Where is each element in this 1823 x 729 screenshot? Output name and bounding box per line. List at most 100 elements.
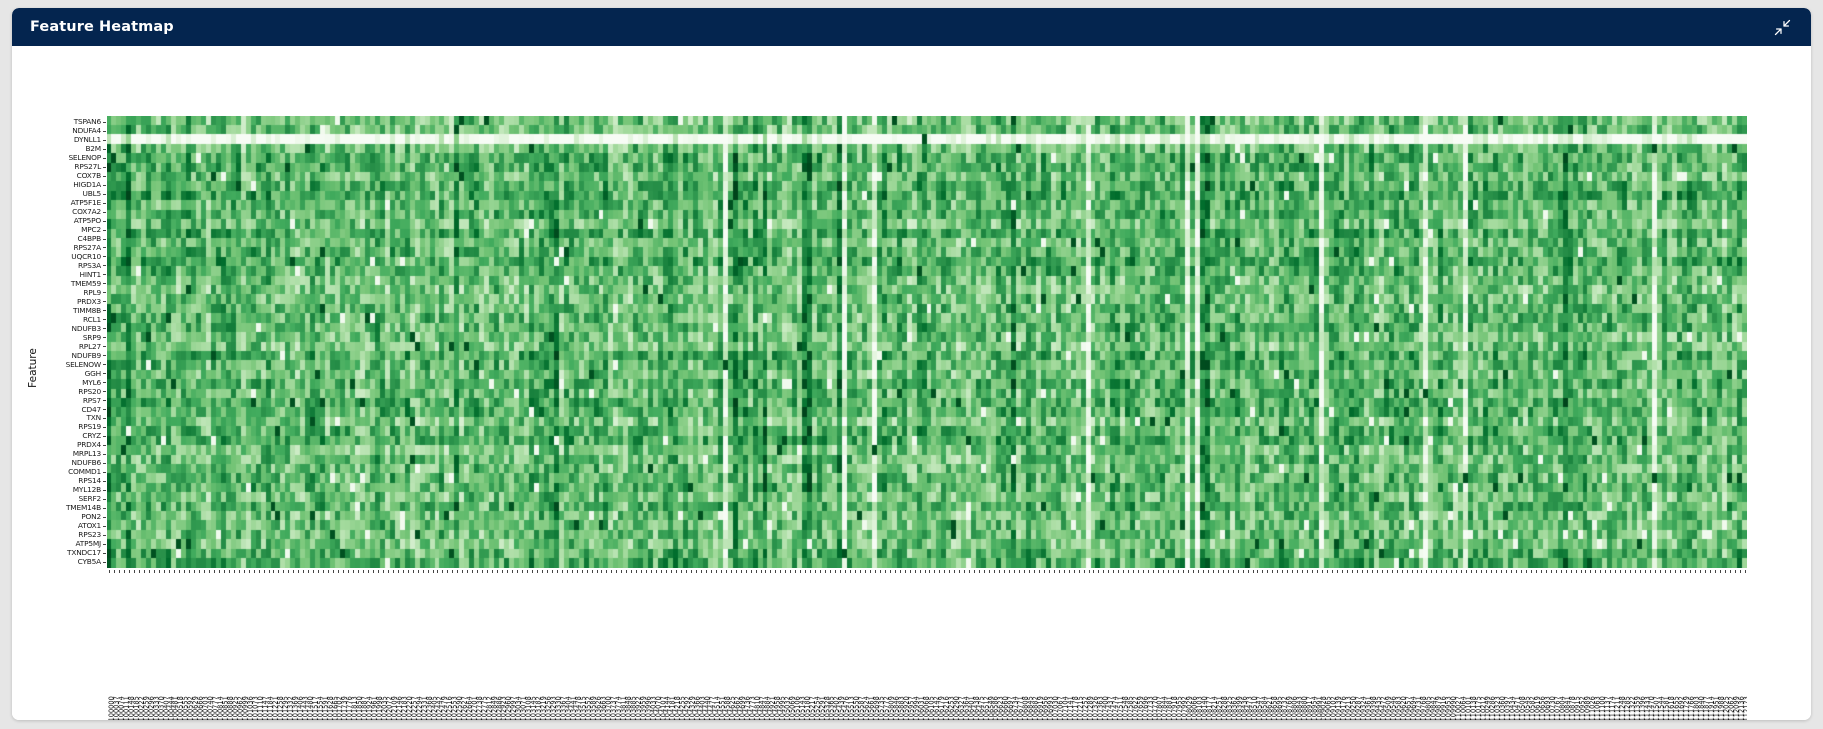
y-axis-tick-label: HIGD1A xyxy=(73,180,106,188)
x-axis-tick-label: S112173 xyxy=(1742,696,1747,720)
x-axis-tick-mark xyxy=(1466,570,1468,573)
x-axis-tick-mark xyxy=(641,570,643,573)
y-axis-tick-label: MRPL13 xyxy=(73,450,107,458)
collapse-arrows-icon[interactable] xyxy=(1771,16,1793,38)
x-axis-tick-mark xyxy=(1620,570,1622,573)
x-axis-tick-mark xyxy=(1133,570,1135,573)
x-axis-tick-mark xyxy=(939,570,941,573)
y-axis-tick-label: ATP5PO xyxy=(74,216,107,224)
x-axis-tick-mark xyxy=(1406,570,1408,573)
x-axis-tick-mark xyxy=(1535,570,1537,573)
x-axis-tick-mark xyxy=(462,570,464,573)
y-axis-tick-label: COX7A2 xyxy=(72,207,106,215)
x-axis-tick-mark xyxy=(477,570,479,573)
x-axis-tick-mark xyxy=(899,570,901,573)
y-axis-tick-label: NDUFB6 xyxy=(72,459,107,467)
x-axis-tick-mark xyxy=(1446,570,1448,573)
x-axis-tick-mark xyxy=(944,570,946,573)
x-axis-tick-mark xyxy=(1197,570,1199,573)
x-axis-tick-mark xyxy=(999,570,1001,573)
x-axis-tick-mark xyxy=(795,570,797,573)
x-axis-tick-mark xyxy=(1660,570,1662,573)
x-axis-tick-mark xyxy=(1381,570,1383,573)
x-axis-tick-mark xyxy=(303,570,305,573)
x-axis-tick-mark xyxy=(1252,570,1254,573)
x-axis-tick-mark xyxy=(1192,570,1194,573)
x-axis-tick-mark xyxy=(422,570,424,573)
x-axis-tick-mark xyxy=(1098,570,1100,573)
x-axis-tick-mark xyxy=(760,570,762,573)
y-axis-tick-label: DYNLL1 xyxy=(74,136,107,143)
y-axis-tick-label: RPL9 xyxy=(83,288,106,296)
heatmap-canvas[interactable] xyxy=(107,116,1747,568)
x-axis-tick-mark xyxy=(551,570,553,573)
x-axis-tick-mark xyxy=(268,570,270,573)
x-axis-tick-mark xyxy=(1525,570,1527,573)
x-axis-tick-mark xyxy=(1058,570,1060,573)
x-axis-tick-mark xyxy=(616,570,618,573)
x-axis-tick-mark xyxy=(1714,570,1716,573)
x-axis-tick-mark xyxy=(845,570,846,573)
x-axis-tick-mark xyxy=(591,570,593,573)
x-axis-tick-mark xyxy=(1332,570,1334,573)
x-axis-tick-mark xyxy=(1655,570,1657,573)
x-axis-tick-mark xyxy=(1396,570,1398,573)
y-axis-tick-label: PRDX4 xyxy=(77,441,107,449)
x-axis-tick-mark xyxy=(1346,570,1348,573)
x-axis-tick-mark xyxy=(1302,570,1304,573)
x-axis-tick-mark xyxy=(487,570,489,573)
x-axis-tick-mark xyxy=(521,570,523,573)
x-axis-tick-mark xyxy=(1491,570,1493,573)
x-axis-tick-mark xyxy=(1028,570,1030,573)
x-axis-tick-mark xyxy=(333,570,335,573)
y-axis-tick-label: CRYZ xyxy=(82,432,106,440)
x-axis-tick-mark xyxy=(690,570,692,573)
x-axis-tick-mark xyxy=(1376,570,1378,573)
x-axis-tick-mark xyxy=(1009,570,1010,573)
x-axis-tick-mark xyxy=(750,570,752,573)
y-axis-tick-label: NDUFA4 xyxy=(72,127,106,134)
x-axis-tick-mark xyxy=(362,570,364,573)
x-axis-tick-mark xyxy=(1317,570,1319,573)
x-axis-tick-mark xyxy=(651,570,653,573)
heatmap-grid[interactable] xyxy=(107,116,1747,568)
x-axis-tick-mark xyxy=(109,570,111,573)
x-axis-tick-mark xyxy=(919,570,921,573)
x-axis-tick-mark xyxy=(1163,570,1165,573)
x-axis-tick-mark xyxy=(258,570,260,573)
x-axis-tick-mark xyxy=(243,570,245,573)
x-axis-tick-mark xyxy=(1227,570,1229,573)
x-axis-tick-mark xyxy=(676,570,678,573)
x-axis-tick-mark xyxy=(1272,570,1274,573)
x-axis-tick-mark xyxy=(1023,570,1025,573)
x-axis-tick-mark xyxy=(1560,570,1562,573)
x-axis-tick-mark xyxy=(934,570,936,573)
x-axis-tick-mark xyxy=(526,570,528,573)
y-axis-tick-label: RPS27A xyxy=(73,243,106,251)
y-axis-tick-label: COX7B xyxy=(77,171,107,179)
x-axis-tick-mark xyxy=(720,570,722,573)
y-axis-title: Feature xyxy=(26,308,40,428)
x-axis-tick-mark xyxy=(1182,570,1184,573)
x-axis-tick-mark xyxy=(1356,570,1358,573)
x-axis-tick-mark xyxy=(790,570,792,573)
x-axis-tick-mark xyxy=(879,570,881,573)
x-axis-tick-mark xyxy=(1565,570,1567,573)
x-axis-tick-mark xyxy=(1391,570,1393,573)
x-axis-tick-mark xyxy=(1207,570,1209,573)
x-axis-tick-mark xyxy=(1540,570,1542,573)
y-axis-tick-label: RPS27L xyxy=(74,163,106,170)
x-axis-tick-mark xyxy=(1043,570,1045,573)
y-axis-tick-label: TIMM8B xyxy=(73,306,107,314)
x-axis-tick-mark xyxy=(1461,570,1463,573)
y-axis-tick-label: ATOX1 xyxy=(78,522,107,530)
x-axis-tick-mark xyxy=(1013,570,1015,573)
x-axis-tick-mark xyxy=(293,570,295,573)
x-axis-tick-mark xyxy=(646,570,648,573)
x-axis-tick-mark xyxy=(959,570,961,573)
x-axis-tick-mark xyxy=(685,570,687,573)
x-axis-tick-mark xyxy=(1088,570,1090,573)
x-axis-tick-mark xyxy=(785,570,787,573)
y-axis-tick-label: COMMD1 xyxy=(68,468,106,476)
x-axis-tick-mark xyxy=(705,570,707,573)
